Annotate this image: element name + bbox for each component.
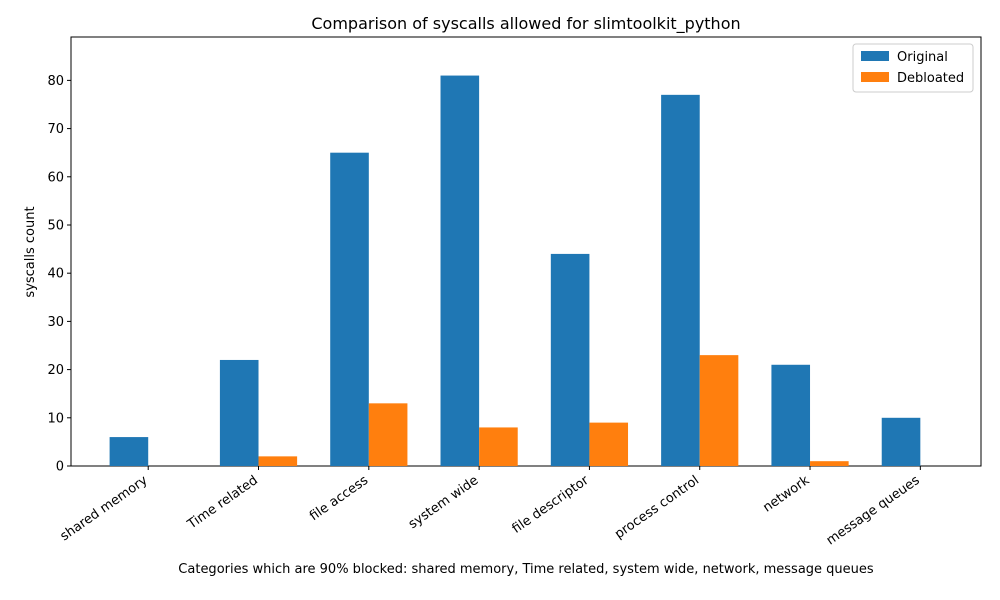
bar-original-0 [109,437,149,466]
plot-frame [70,36,982,467]
bar-original-3 [440,75,480,466]
x-tick-label: process control [612,473,702,542]
y-axis: 0 10 20 30 40 50 60 70 80 [47,74,71,475]
bar-original-4 [550,253,590,466]
x-tick-label: message queues [824,473,923,549]
x-axis-label: Categories which are 90% blocked: shared… [178,562,874,577]
bar-original-5 [661,94,700,466]
bar-original-6 [771,364,811,466]
bars-layer [109,75,921,466]
bar-debloated-1 [258,456,298,466]
x-tick-label: file descriptor [510,473,593,537]
bar-debloated-3 [479,427,518,466]
y-tick-label: 60 [47,170,64,185]
x-tick-label: shared memory [58,473,151,544]
x-tick-label: system wide [406,473,481,532]
y-tick-label: 70 [47,122,64,137]
y-tick-label: 40 [47,267,64,282]
bar-debloated-4 [589,422,629,466]
x-tick-label: file access [307,473,371,524]
chart-title: Comparison of syscalls allowed for slimt… [311,14,740,34]
legend-label-original: Original [897,50,948,65]
y-tick-label: 10 [47,411,64,426]
legend: Original Debloated [852,43,974,93]
y-tick-label: 20 [47,363,64,378]
legend-label-debloated: Debloated [897,71,964,86]
y-tick-label: 50 [47,218,64,233]
bar-original-1 [219,359,259,466]
bar-debloated-2 [368,403,408,466]
y-tick-label: 30 [47,315,64,330]
plot-area [70,36,982,467]
x-tick-label: Time related [184,473,261,533]
y-axis-label: syscalls count [23,206,38,297]
x-axis: shared memory Time related file access syst… [58,466,923,548]
x-tick-label: network [760,473,812,516]
bar-debloated-5 [699,355,739,466]
y-tick-label: 0 [56,460,64,475]
legend-swatch-debloated [861,72,889,82]
bar-original-2 [330,152,369,466]
legend-swatch-original [861,51,889,61]
y-tick-label: 80 [47,74,64,89]
bar-original-7 [881,417,921,466]
bar-debloated-6 [810,461,849,466]
